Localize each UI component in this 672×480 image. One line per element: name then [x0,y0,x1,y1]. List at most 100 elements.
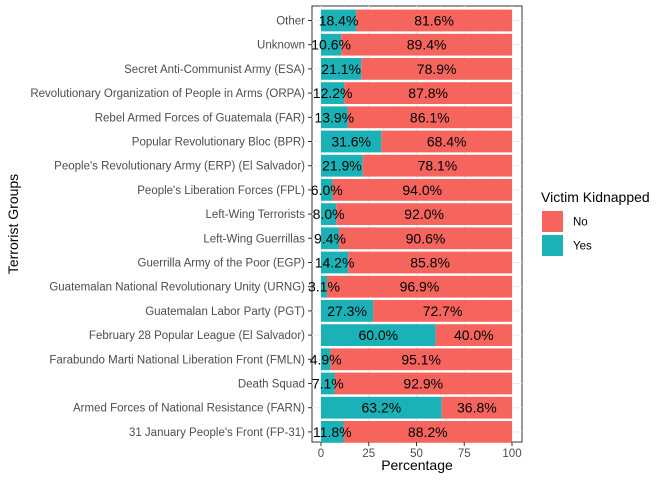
bar-label-no: 94.0% [402,182,442,198]
bar-label-yes: 60.0% [358,327,398,343]
y-tick-label: People's Liberation Forces (FPL) [137,185,305,197]
x-tick-label: 25 [362,448,375,460]
bar-label-no: 86.1% [410,109,450,125]
legend-title: Victim Kidnapped [541,189,650,205]
bar-yes [321,106,348,129]
y-tick-label: February 28 Popular League (El Salvador) [89,330,305,342]
bar-label-yes: 21.1% [321,61,361,77]
y-tick-label: Left-Wing Guerrillas [203,233,305,245]
y-tick-label: Death Squad [238,379,305,391]
y-tick-label: Guatemalan Labor Party (PGT) [145,306,305,318]
bar-label-no: 36.8% [457,400,497,416]
bar-label-no: 89.4% [407,37,447,53]
bar-label-yes: 31.6% [331,134,371,150]
bar-label-no: 85.8% [410,255,450,271]
bar-no [347,106,512,129]
bar-label-no: 88.2% [408,424,448,440]
bar-label-no: 90.6% [406,230,446,246]
x-tick-label: 100 [502,448,521,460]
bar-label-yes: 3.1% [308,279,340,295]
bar-no [344,82,512,104]
bar-label-yes: 12.2% [313,85,353,101]
bar-no [362,154,512,177]
bar-label-yes: 6.0% [311,182,343,198]
y-tick-label: Unknown [257,40,305,52]
y-tick-label: Secret Anti-Communist Army (ESA) [124,64,305,76]
x-tick-label: 0 [318,448,324,460]
bar-no [341,33,512,56]
bar-yes [321,82,345,104]
bar-label-no: 92.9% [403,376,443,392]
bar-no [356,9,512,32]
bar-no [326,275,512,298]
bar-yes [321,227,339,250]
bar-no [361,58,512,80]
bar-yes [321,154,363,177]
y-tick-label: Left-Wing Terrorists [206,209,306,221]
bar-label-no: 72.7% [423,303,463,319]
bar-yes [321,275,327,298]
bar-label-no: 78.1% [418,158,458,174]
bar-no [348,251,512,274]
y-axis: Other Unknown Secret Anti-Communist Army (… [30,16,312,439]
bar-label-yes: 18.4% [319,13,359,29]
bar-yes [321,130,382,153]
bars [321,9,512,443]
bar-yes [321,348,331,371]
legend-key-yes [542,235,563,256]
y-tick-label: Guerrilla Army of the Poor (EGP) [138,258,306,270]
bar-label-no: 95.1% [401,351,441,367]
y-tick-label: Popular Revolutionary Bloc (BPR) [132,137,305,149]
bar-no [435,324,512,346]
y-tick-label: 31 January People's Front (FP-31) [129,427,305,439]
bar-no [441,396,512,419]
bar-label-no: 81.6% [414,13,454,29]
bar-yes [321,203,337,225]
legend-label-yes: Yes [573,241,592,253]
x-tick-label: 75 [458,448,471,460]
bar-label-yes: 11.8% [313,424,352,440]
bar-no [334,372,512,395]
bar-yes [321,372,335,395]
bar-label-no: 78.9% [417,61,457,77]
bar-label-no: 96.9% [400,279,440,295]
legend-key-no [542,211,563,232]
bar-label-yes: 14.2% [315,255,355,271]
bar-label-yes: 8.0% [313,206,345,222]
bar-label-no: 68.4% [427,134,467,150]
bar-label-yes: 13.9% [314,109,354,125]
x-axis-title: Percentage [381,457,453,473]
y-tick-label: Rebel Armed Forces of Guatemala (FAR) [95,112,305,124]
bar-label-yes: 7.1% [312,376,344,392]
bar-label-yes: 10.6% [311,37,351,53]
bar-no [381,130,512,153]
bar-label-no: 40.0% [454,327,494,343]
y-tick-label: Farabundo Marti National Liberation Fron… [49,354,305,366]
y-tick-label: Guatemalan National Revolutionary Unity … [49,282,305,294]
bar-yes [321,33,342,56]
bar-yes [321,9,357,32]
bar-yes [321,421,344,443]
y-tick-label: Armed Forces of National Resistance (FAR… [73,403,305,415]
legend: Victim Kidnapped No Yes [541,189,650,256]
bar-labels: 18.4% 81.6% 10.6% 89.4% 21.1% 78.9% 12.2% 87.8%… [308,13,497,440]
bar-label-yes: 63.2% [362,400,402,416]
y-tick-label: Revolutionary Organization of People in … [30,88,305,100]
bar-yes [321,396,442,419]
bar-label-yes: 21.9% [322,158,362,174]
y-axis-title: Terrorist Groups [5,174,21,274]
bar-yes [321,300,374,322]
bar-yes [321,324,436,346]
bar-yes [321,251,349,274]
y-tick-label: People's Revolutionary Army (ERP) (El Sa… [54,161,305,173]
bar-no [343,421,512,443]
x-axis: 0 25 50 75 100 [318,442,522,460]
bar-label-yes: 4.9% [310,351,342,367]
bar-no [338,227,512,250]
bar-no [330,348,512,371]
bar-yes [321,58,362,80]
legend-label-no: No [573,217,588,229]
bar-label-no: 87.8% [408,85,448,101]
